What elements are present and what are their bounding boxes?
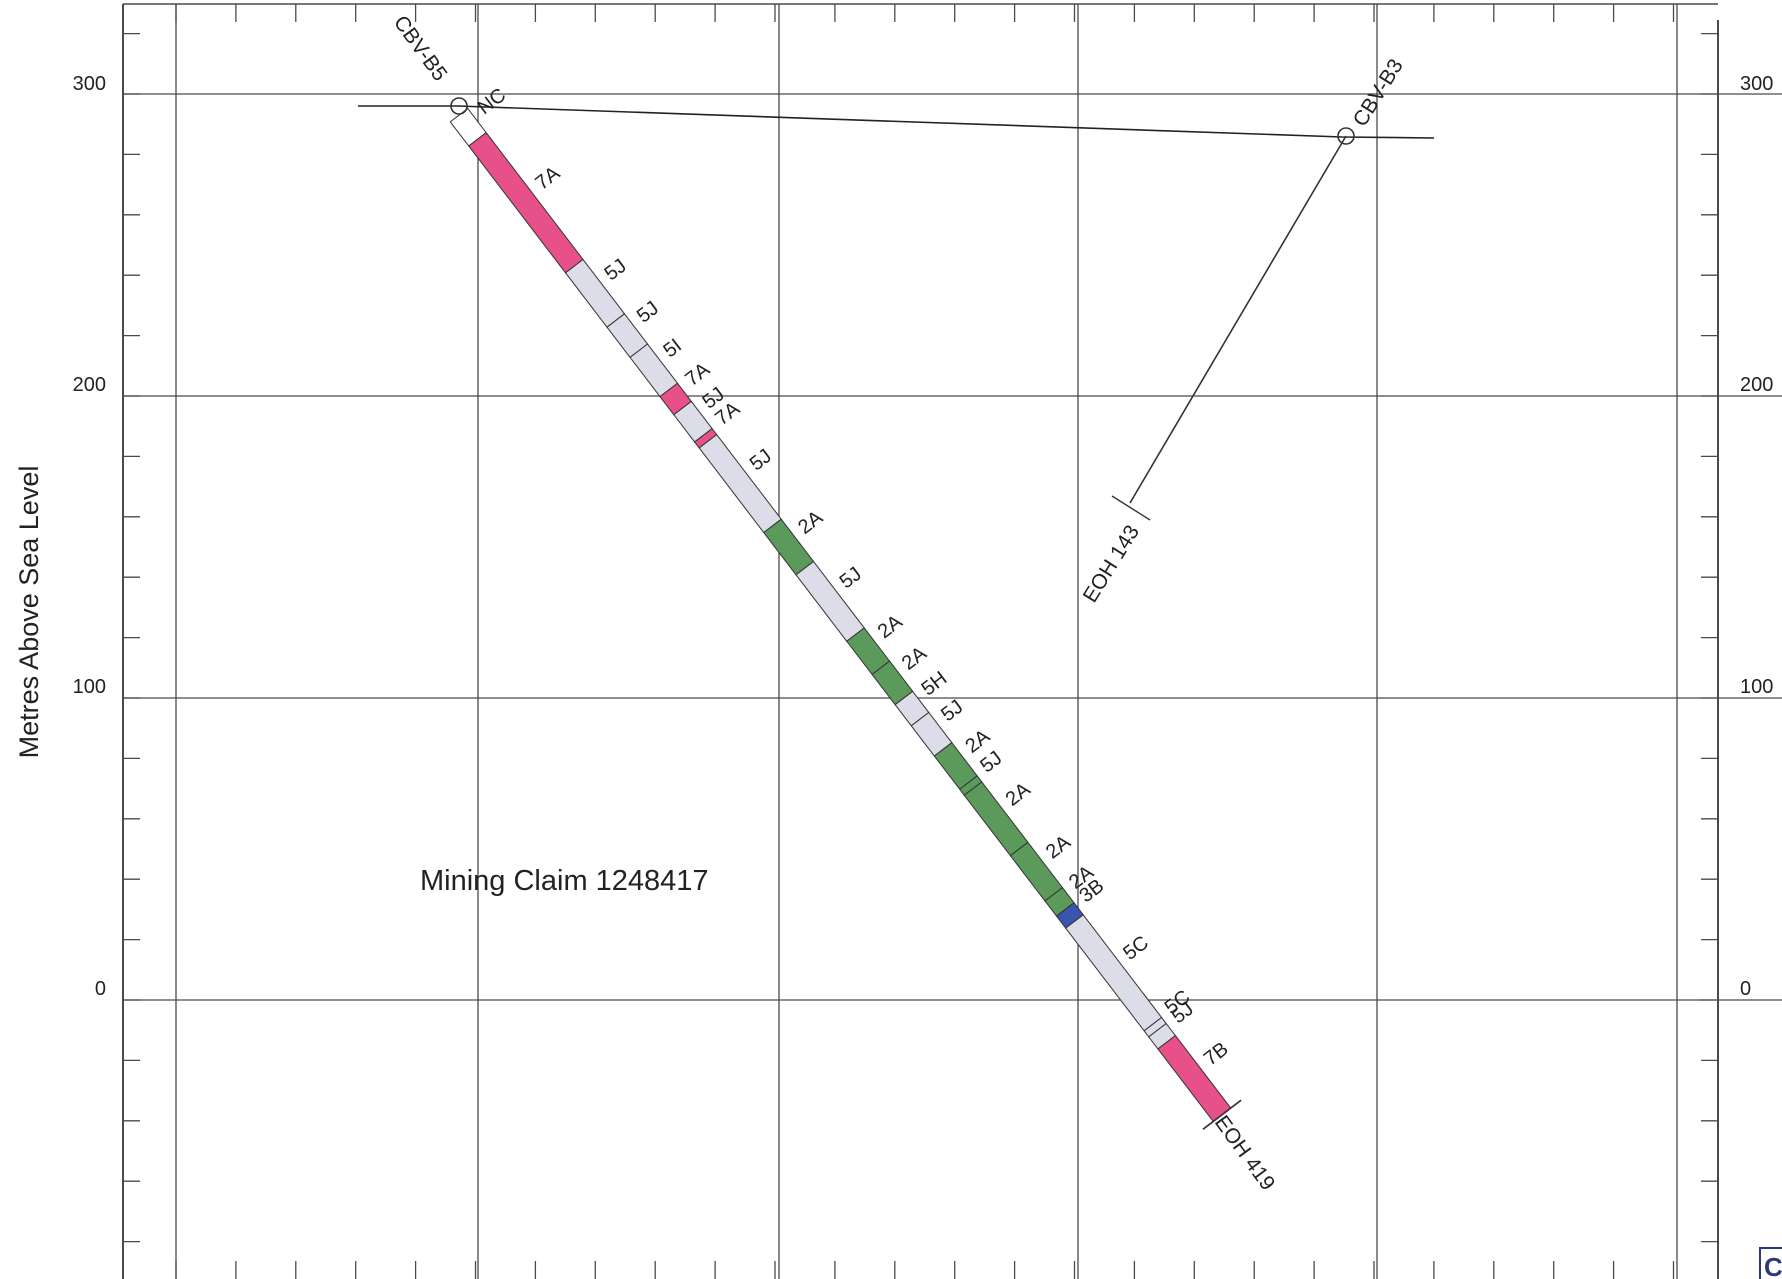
hole-label-cbv-b3: CBV-B3 bbox=[1349, 55, 1408, 131]
claim-label: Mining Claim 1248417 bbox=[420, 865, 709, 897]
interval-segment-7a bbox=[467, 131, 584, 274]
interval-label: 5C bbox=[1119, 932, 1153, 965]
interval-label: 2A bbox=[898, 642, 931, 675]
interval-label: 7B bbox=[1200, 1038, 1233, 1070]
interval-label: 5J bbox=[746, 445, 776, 475]
y-tick-right-200: 200 bbox=[1740, 374, 1773, 396]
grid-lines bbox=[123, 4, 1782, 1279]
y-tick-right-0: 0 bbox=[1740, 978, 1751, 1000]
interval-label: 7A bbox=[531, 162, 564, 195]
plot-frame bbox=[122, 3, 1719, 1279]
interval-segment-5c bbox=[1065, 914, 1163, 1032]
y-tick-left-100: 100 bbox=[73, 676, 106, 698]
collar-circle-icon bbox=[450, 97, 468, 115]
interval-labels: NC7A5J5J5I7A5J7A5J2A5J2A2A5H5J2A5J2A2A2A… bbox=[474, 84, 1233, 1070]
y-tick-left-200: 200 bbox=[73, 374, 106, 396]
eoh-label-cbv-b5: EOH 419 bbox=[1210, 1111, 1279, 1194]
interval-label: 5J bbox=[601, 255, 631, 285]
interval-label: 5J bbox=[937, 696, 967, 726]
interval-label: 7A bbox=[681, 358, 714, 391]
collar-circle-icon bbox=[1337, 127, 1355, 145]
drillhole-cbv-b5 bbox=[449, 107, 1242, 1130]
y-tick-right-300: 300 bbox=[1740, 73, 1773, 95]
hole-label-cbv-b5: CBV-B5 bbox=[389, 11, 452, 85]
y-tick-left-300: 300 bbox=[73, 73, 106, 95]
corner-fragment: C bbox=[1764, 1252, 1782, 1279]
section-trace bbox=[358, 105, 1435, 139]
y-axis-title: Metres Above Sea Level bbox=[14, 466, 44, 759]
interval-segment-5j bbox=[698, 433, 782, 534]
interval-label: NC bbox=[474, 84, 510, 119]
interval-label: 2A bbox=[1002, 778, 1035, 811]
interval-label: 2A bbox=[874, 610, 907, 643]
interval-label: 5J bbox=[633, 297, 663, 327]
interval-label: 2A bbox=[794, 506, 827, 539]
drillhole-cbv-b3 bbox=[1111, 127, 1355, 521]
interval-label: 2A bbox=[1042, 831, 1075, 864]
tick-marks bbox=[123, 4, 1718, 1279]
corner-box bbox=[1759, 1247, 1782, 1279]
y-tick-right-100: 100 bbox=[1740, 676, 1773, 698]
interval-label: 5J bbox=[836, 563, 866, 593]
interval-label: 5I bbox=[659, 335, 686, 363]
y-tick-left-0: 0 bbox=[95, 978, 106, 1000]
eoh-label-cbv-b3: EOH 143 bbox=[1079, 521, 1144, 606]
interval-label: 5H bbox=[918, 667, 952, 700]
end-of-hole-bar bbox=[1202, 1099, 1242, 1130]
